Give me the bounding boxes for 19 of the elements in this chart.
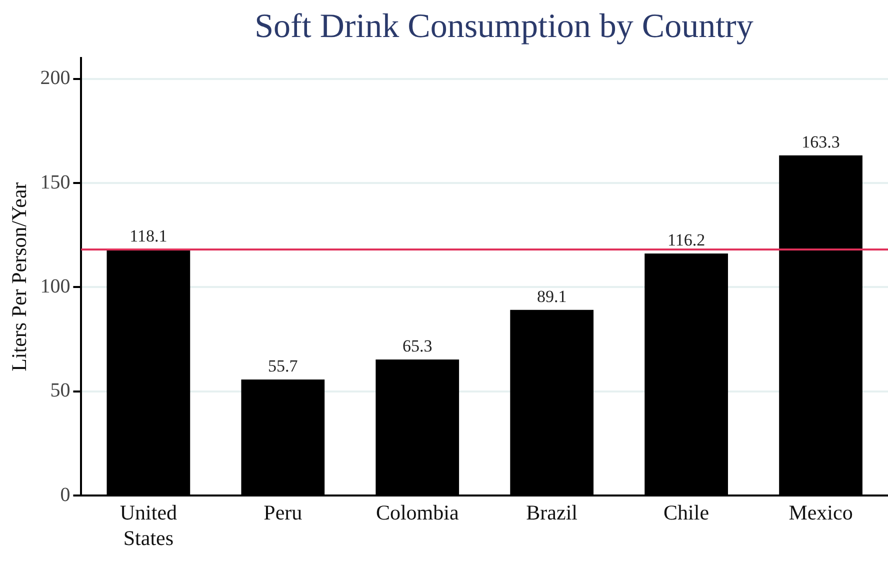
y-tick-label: 50 [50, 380, 70, 402]
data-label: 55.7 [268, 356, 298, 376]
x-tick-label: Peru [264, 500, 303, 525]
y-tick-label: 100 [40, 275, 70, 298]
chart-title: Soft Drink Consumption by Country [254, 8, 754, 46]
y-axis-title: Liters Per Person/Year [7, 182, 32, 372]
data-label: 65.3 [402, 336, 432, 356]
x-tick-label: Colombia [376, 500, 460, 525]
data-label: 89.1 [536, 286, 567, 306]
x-tick-label: Mexico [788, 500, 853, 525]
y-tick-label: 0 [60, 484, 70, 506]
x-tick-label: United States [120, 500, 178, 550]
y-tick-label: 200 [40, 67, 70, 90]
x-tick-label: Chile [664, 500, 710, 525]
y-tick-label: 150 [40, 171, 70, 194]
data-label: 163.3 [802, 132, 840, 152]
data-label: 118.1 [130, 226, 168, 246]
data-label: 116.2 [667, 230, 706, 250]
x-tick-label: Brazil [526, 500, 578, 525]
